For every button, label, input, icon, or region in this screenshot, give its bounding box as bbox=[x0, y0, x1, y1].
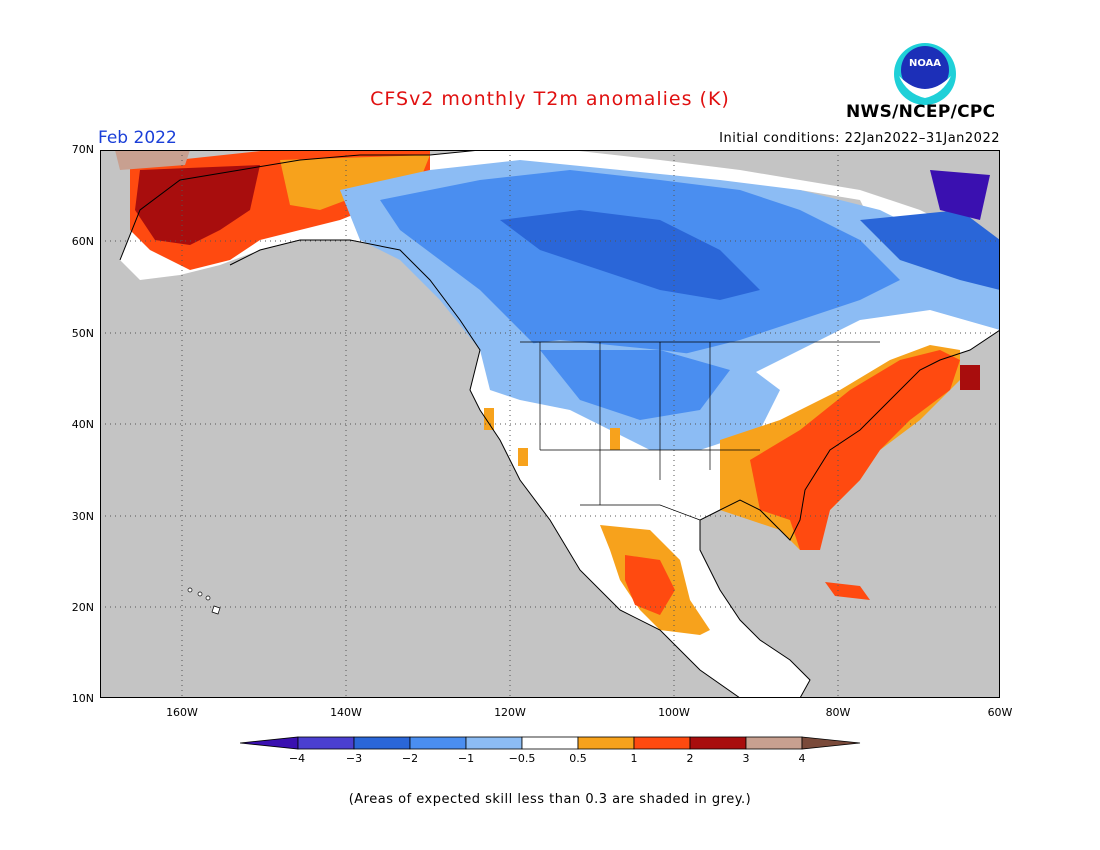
forecast-month: Feb 2022 bbox=[98, 128, 177, 148]
colorbar-label-minus3: −3 bbox=[345, 752, 363, 765]
lon-label-100w: 100W bbox=[658, 706, 690, 719]
colorbar-svg bbox=[239, 736, 861, 750]
colorbar-arrow-right bbox=[801, 736, 861, 750]
anomaly-west-spot-3 bbox=[610, 428, 620, 450]
footnote: (Areas of expected skill less than 0.3 a… bbox=[348, 792, 752, 807]
colorbar-label-minus1: −1 bbox=[457, 752, 475, 765]
colorbar-segment bbox=[521, 736, 579, 750]
anomaly-west-spot-2 bbox=[518, 448, 528, 466]
anomaly-alaska-brown bbox=[115, 150, 190, 170]
anomaly-mexico-red bbox=[625, 555, 675, 615]
map-svg bbox=[99, 149, 1001, 699]
colorbar-segment bbox=[465, 736, 523, 750]
colorbar-label-minus2: −2 bbox=[401, 752, 419, 765]
anomaly-alaska-strong bbox=[135, 165, 260, 245]
anomaly-alaska-orange bbox=[280, 155, 430, 210]
colorbar-label-3: 3 bbox=[742, 752, 750, 765]
anomaly-maritime-dark bbox=[960, 365, 980, 390]
colorbar-label-minus0-5: −0.5 bbox=[508, 752, 536, 765]
anomaly-cuba bbox=[825, 582, 870, 600]
coastline bbox=[119, 149, 1001, 699]
anomaly-east-red bbox=[750, 350, 960, 550]
colorbar-segment bbox=[577, 736, 635, 750]
lon-label-80w: 80W bbox=[825, 706, 851, 719]
anomaly-canada-mid-blue bbox=[500, 210, 760, 300]
anomaly-map bbox=[99, 149, 1001, 699]
lon-label-140w: 140W bbox=[330, 706, 362, 719]
lat-label-60n: 60N bbox=[71, 235, 94, 248]
lat-label-70n: 70N bbox=[71, 143, 94, 156]
colorbar-label-0-5: 0.5 bbox=[569, 752, 587, 765]
colorbar-label-2: 2 bbox=[686, 752, 694, 765]
land-hawaii bbox=[187, 587, 221, 615]
lat-label-50n: 50N bbox=[71, 327, 94, 340]
anomaly-west-spot-1 bbox=[484, 408, 494, 430]
agency-label: NWS/NCEP/CPC bbox=[846, 102, 996, 122]
colorbar-label-minus4: −4 bbox=[288, 752, 306, 765]
colorbar-segment bbox=[297, 736, 355, 750]
initial-conditions: Initial conditions: 22Jan2022–31Jan2022 bbox=[719, 131, 1000, 146]
colorbar-segment bbox=[353, 736, 411, 750]
colorbar-segment bbox=[745, 736, 803, 750]
colorbar-segment bbox=[409, 736, 467, 750]
lon-label-60w: 60W bbox=[987, 706, 1013, 719]
lat-label-10n: 10N bbox=[71, 692, 94, 705]
colorbar bbox=[239, 734, 862, 756]
graticule bbox=[100, 150, 1000, 698]
political-boundaries bbox=[520, 341, 880, 521]
lat-label-40n: 40N bbox=[71, 418, 94, 431]
lon-label-160w: 160W bbox=[166, 706, 198, 719]
anomaly-labrador-blue bbox=[860, 210, 1000, 290]
colorbar-label-4: 4 bbox=[798, 752, 806, 765]
lon-label-120w: 120W bbox=[494, 706, 526, 719]
colorbar-segment bbox=[633, 736, 691, 750]
noaa-logo: NOAA bbox=[893, 42, 957, 106]
anomaly-labrador-strong bbox=[930, 170, 990, 220]
colorbar-segment bbox=[689, 736, 747, 750]
lat-label-30n: 30N bbox=[71, 510, 94, 523]
noaa-logo-text: NOAA bbox=[909, 58, 941, 69]
chart-title: CFSv2 monthly T2m anomalies (K) bbox=[370, 88, 730, 110]
lat-label-20n: 20N bbox=[71, 601, 94, 614]
colorbar-arrow-left bbox=[239, 736, 299, 750]
anomaly-us-plains-mid bbox=[540, 350, 730, 420]
colorbar-label-1: 1 bbox=[630, 752, 638, 765]
